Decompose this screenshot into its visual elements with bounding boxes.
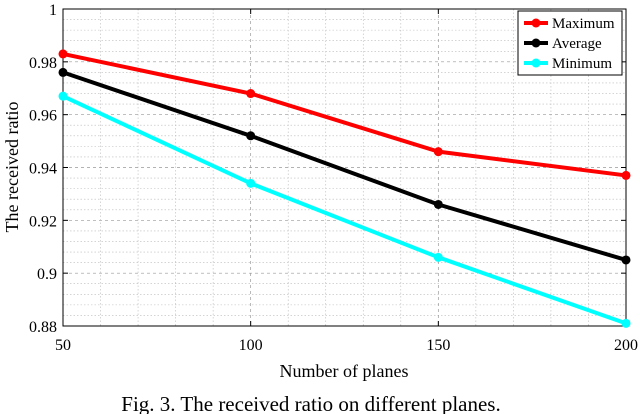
legend-marker-maximum bbox=[531, 18, 541, 28]
data-point-maximum bbox=[58, 49, 68, 59]
y-tick-label: 0.88 bbox=[29, 319, 57, 336]
series-layer bbox=[58, 49, 631, 328]
legend-label-minimum: Minimum bbox=[552, 56, 612, 72]
data-point-average bbox=[621, 255, 631, 265]
legend-label-average: Average bbox=[552, 36, 602, 52]
y-tick-label: 0.92 bbox=[29, 213, 57, 230]
series-line-minimum bbox=[62, 94, 627, 326]
y-tick-label: 1 bbox=[49, 2, 57, 19]
x-tick-label: 100 bbox=[239, 337, 263, 354]
y-tick-label: 0.98 bbox=[29, 55, 57, 72]
data-point-maximum bbox=[433, 147, 443, 157]
legend: Maximum Average Minimum bbox=[517, 10, 623, 76]
data-point-maximum bbox=[246, 89, 256, 99]
data-point-minimum bbox=[246, 178, 256, 188]
y-tick-label: 0.96 bbox=[29, 108, 57, 125]
x-tick-label: 200 bbox=[614, 337, 638, 354]
data-point-minimum bbox=[621, 318, 631, 328]
y-axis-title: The received ratio bbox=[2, 102, 22, 233]
figure-caption: Fig. 3. The received ratio on different … bbox=[121, 392, 500, 414]
series-line-average bbox=[62, 70, 627, 262]
x-tick-label: 150 bbox=[426, 337, 450, 354]
data-point-minimum bbox=[433, 252, 443, 262]
series-line-maximum bbox=[62, 51, 627, 178]
data-point-average bbox=[246, 131, 256, 141]
data-point-average bbox=[58, 67, 68, 77]
y-tick-label: 0.94 bbox=[29, 161, 57, 178]
y-tick-label: 0.9 bbox=[37, 266, 57, 283]
legend-marker-minimum bbox=[531, 58, 541, 68]
legend-marker-average bbox=[531, 38, 541, 48]
legend-label-maximum: Maximum bbox=[552, 16, 615, 32]
x-axis-title: Number of planes bbox=[280, 361, 409, 381]
data-point-average bbox=[433, 199, 443, 209]
data-point-minimum bbox=[58, 91, 68, 101]
data-point-maximum bbox=[621, 170, 631, 180]
x-tick-label: 50 bbox=[55, 337, 71, 354]
